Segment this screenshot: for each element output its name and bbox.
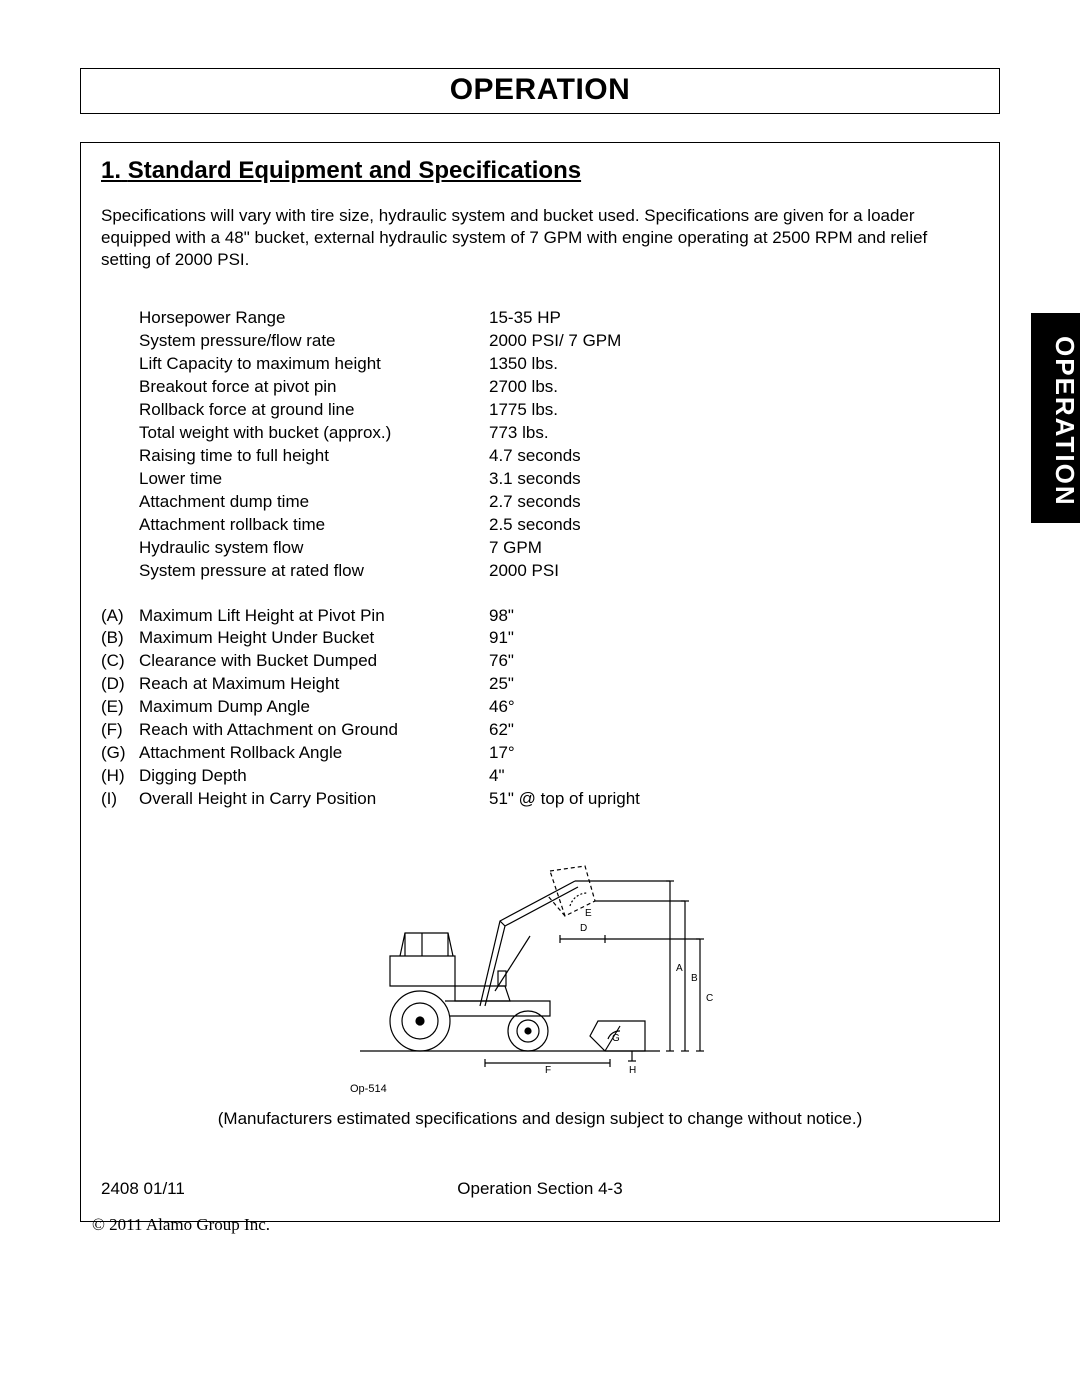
diag-label-f: F xyxy=(545,1065,551,1076)
dim-key: (E) xyxy=(101,696,139,719)
dim-label: Attachment Rollback Angle xyxy=(139,742,489,765)
dim-value: 25" xyxy=(489,673,640,696)
spec-label: Total weight with bucket (approx.) xyxy=(139,422,489,445)
dim-key: (C) xyxy=(101,650,139,673)
change-notice: (Manufacturers estimated specifications … xyxy=(101,1109,979,1129)
tractor-diagram-icon: D E A B C F G H xyxy=(350,861,730,1076)
table-row: System pressure/flow rate2000 PSI/ 7 GPM xyxy=(101,330,640,353)
spec-value: 1350 lbs. xyxy=(489,353,640,376)
dim-label: Maximum Lift Height at Pivot Pin xyxy=(139,605,489,628)
section-intro: Specifications will vary with tire size,… xyxy=(101,205,979,271)
spec-value: 2700 lbs. xyxy=(489,376,640,399)
dim-value: 51" @ top of upright xyxy=(489,788,640,811)
dim-value: 46° xyxy=(489,696,640,719)
spec-label: Attachment dump time xyxy=(139,491,489,514)
dim-label: Overall Height in Carry Position xyxy=(139,788,489,811)
dim-label: Maximum Height Under Bucket xyxy=(139,627,489,650)
spec-value: 773 lbs. xyxy=(489,422,640,445)
dim-value: 4" xyxy=(489,765,640,788)
table-row: Horsepower Range15-35 HP xyxy=(101,307,640,330)
diag-label-e: E xyxy=(585,908,592,919)
spec-value: 2000 PSI/ 7 GPM xyxy=(489,330,640,353)
footer: Operation Section 4-3 2408 01/11 xyxy=(101,1179,979,1199)
table-row: Breakout force at pivot pin2700 lbs. xyxy=(101,376,640,399)
diag-label-b: B xyxy=(691,973,698,984)
diag-label-a: A xyxy=(676,963,683,974)
diag-label-c: C xyxy=(706,993,713,1004)
table-row: Attachment rollback time2.5 seconds xyxy=(101,514,640,537)
section-heading: Standard Equipment and Specifications xyxy=(128,157,581,184)
dim-value: 91" xyxy=(489,627,640,650)
spec-value: 1775 lbs. xyxy=(489,399,640,422)
spec-value: 2.7 seconds xyxy=(489,491,640,514)
spec-value: 15-35 HP xyxy=(489,307,640,330)
spec-value: 7 GPM xyxy=(489,537,640,560)
spec-label: Hydraulic system flow xyxy=(139,537,489,560)
table-row: Lower time3.1 seconds xyxy=(101,468,640,491)
spec-table: Horsepower Range15-35 HP System pressure… xyxy=(101,307,640,811)
spec-label: Lift Capacity to maximum height xyxy=(139,353,489,376)
dim-key: (H) xyxy=(101,765,139,788)
dim-value: 62" xyxy=(489,719,640,742)
dim-key: (B) xyxy=(101,627,139,650)
table-row: Raising time to full height4.7 seconds xyxy=(101,445,640,468)
table-row: Attachment dump time2.7 seconds xyxy=(101,491,640,514)
dim-label: Digging Depth xyxy=(139,765,489,788)
dim-key: (F) xyxy=(101,719,139,742)
diag-label-g: G xyxy=(612,1033,620,1044)
spec-label: Rollback force at ground line xyxy=(139,399,489,422)
table-row: (C)Clearance with Bucket Dumped76" xyxy=(101,650,640,673)
copyright: © 2011 Alamo Group Inc. xyxy=(92,1215,270,1235)
dim-value: 76" xyxy=(489,650,640,673)
dim-label: Reach with Attachment on Ground xyxy=(139,719,489,742)
dim-value: 98" xyxy=(489,605,640,628)
table-row: (F)Reach with Attachment on Ground62" xyxy=(101,719,640,742)
spec-label: Breakout force at pivot pin xyxy=(139,376,489,399)
diagram-caption: Op-514 xyxy=(350,1083,730,1095)
table-row: (I)Overall Height in Carry Position51" @… xyxy=(101,788,640,811)
dim-key: (D) xyxy=(101,673,139,696)
spec-value: 2000 PSI xyxy=(489,560,640,583)
section-title: 1. Standard Equipment and Specifications xyxy=(101,157,979,185)
table-row: System pressure at rated flow2000 PSI xyxy=(101,560,640,583)
spec-label: System pressure at rated flow xyxy=(139,560,489,583)
table-row: (B)Maximum Height Under Bucket91" xyxy=(101,627,640,650)
dim-label: Reach at Maximum Height xyxy=(139,673,489,696)
footer-center: Operation Section 4-3 xyxy=(101,1179,979,1199)
table-row: Hydraulic system flow7 GPM xyxy=(101,537,640,560)
table-row: Rollback force at ground line1775 lbs. xyxy=(101,399,640,422)
spec-label: System pressure/flow rate xyxy=(139,330,489,353)
spec-value: 2.5 seconds xyxy=(489,514,640,537)
table-row: (G)Attachment Rollback Angle17° xyxy=(101,742,640,765)
side-tab: OPERATION xyxy=(1031,313,1080,523)
content-box: 1. Standard Equipment and Specifications… xyxy=(80,142,1000,1222)
section-number: 1. xyxy=(101,157,121,184)
dim-label: Maximum Dump Angle xyxy=(139,696,489,719)
spec-label: Lower time xyxy=(139,468,489,491)
spec-value: 3.1 seconds xyxy=(489,468,640,491)
table-row: Total weight with bucket (approx.)773 lb… xyxy=(101,422,640,445)
dim-key: (A) xyxy=(101,605,139,628)
diag-label-h: H xyxy=(629,1065,636,1076)
diagram: D E A B C F G H Op-514 xyxy=(101,861,979,1095)
table-row: (H)Digging Depth4" xyxy=(101,765,640,788)
dim-label: Clearance with Bucket Dumped xyxy=(139,650,489,673)
spec-value: 4.7 seconds xyxy=(489,445,640,468)
dim-key: (I) xyxy=(101,788,139,811)
dim-value: 17° xyxy=(489,742,640,765)
spec-label: Horsepower Range xyxy=(139,307,489,330)
diag-label-d: D xyxy=(580,923,587,934)
dim-key: (G) xyxy=(101,742,139,765)
spec-label: Attachment rollback time xyxy=(139,514,489,537)
page-title: OPERATION xyxy=(81,73,999,107)
table-row: (E)Maximum Dump Angle46° xyxy=(101,696,640,719)
table-row: Lift Capacity to maximum height1350 lbs. xyxy=(101,353,640,376)
spec-label: Raising time to full height xyxy=(139,445,489,468)
header-box: OPERATION xyxy=(80,68,1000,114)
table-row: (D)Reach at Maximum Height25" xyxy=(101,673,640,696)
table-row: (A)Maximum Lift Height at Pivot Pin98" xyxy=(101,605,640,628)
